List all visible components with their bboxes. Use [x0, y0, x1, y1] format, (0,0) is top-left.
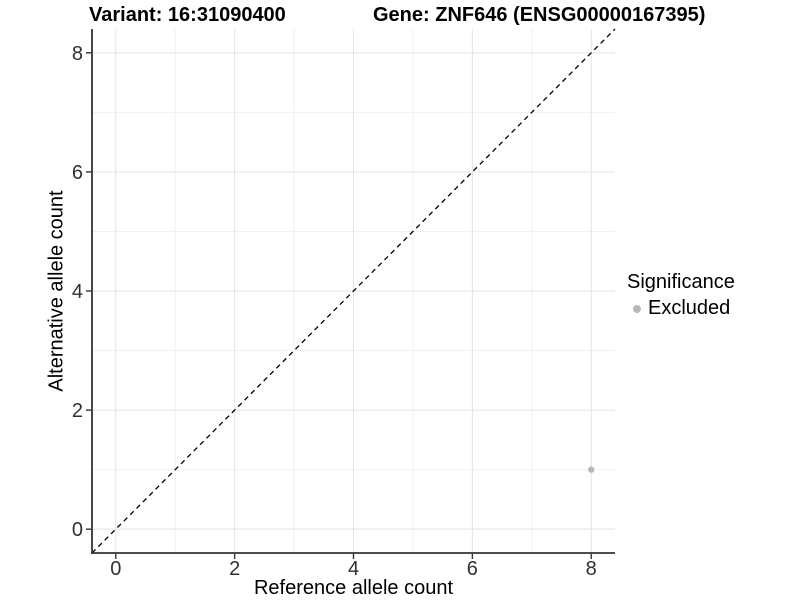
y-axis-title: Alternative allele count — [45, 190, 68, 392]
y-tick-label: 6 — [72, 162, 83, 184]
plot-title-gene: Gene: ZNF646 (ENSG00000167395) — [373, 4, 706, 26]
y-tick-label: 0 — [72, 519, 83, 541]
legend-key-dot — [633, 304, 641, 313]
y-tick-label: 2 — [72, 400, 83, 422]
x-tick-label: 8 — [586, 558, 597, 580]
y-tick-label: 4 — [72, 281, 83, 303]
plot-title-variant: Variant: 16:31090400 — [89, 4, 286, 26]
x-tick-label: 2 — [229, 558, 240, 580]
x-tick-label: 6 — [467, 558, 478, 580]
identity-line — [91, 28, 616, 554]
y-tick-label: 8 — [72, 43, 83, 65]
legend-item-label: Excluded — [648, 297, 731, 319]
x-tick-label: 0 — [110, 558, 121, 580]
legend-title: Significance — [627, 271, 735, 293]
data-point — [588, 466, 595, 473]
x-axis-title: Reference allele count — [253, 577, 453, 599]
legend-item-excluded: Excluded — [627, 297, 735, 320]
legend: Significance Excluded — [627, 271, 735, 320]
x-tick-label: 4 — [348, 558, 359, 580]
